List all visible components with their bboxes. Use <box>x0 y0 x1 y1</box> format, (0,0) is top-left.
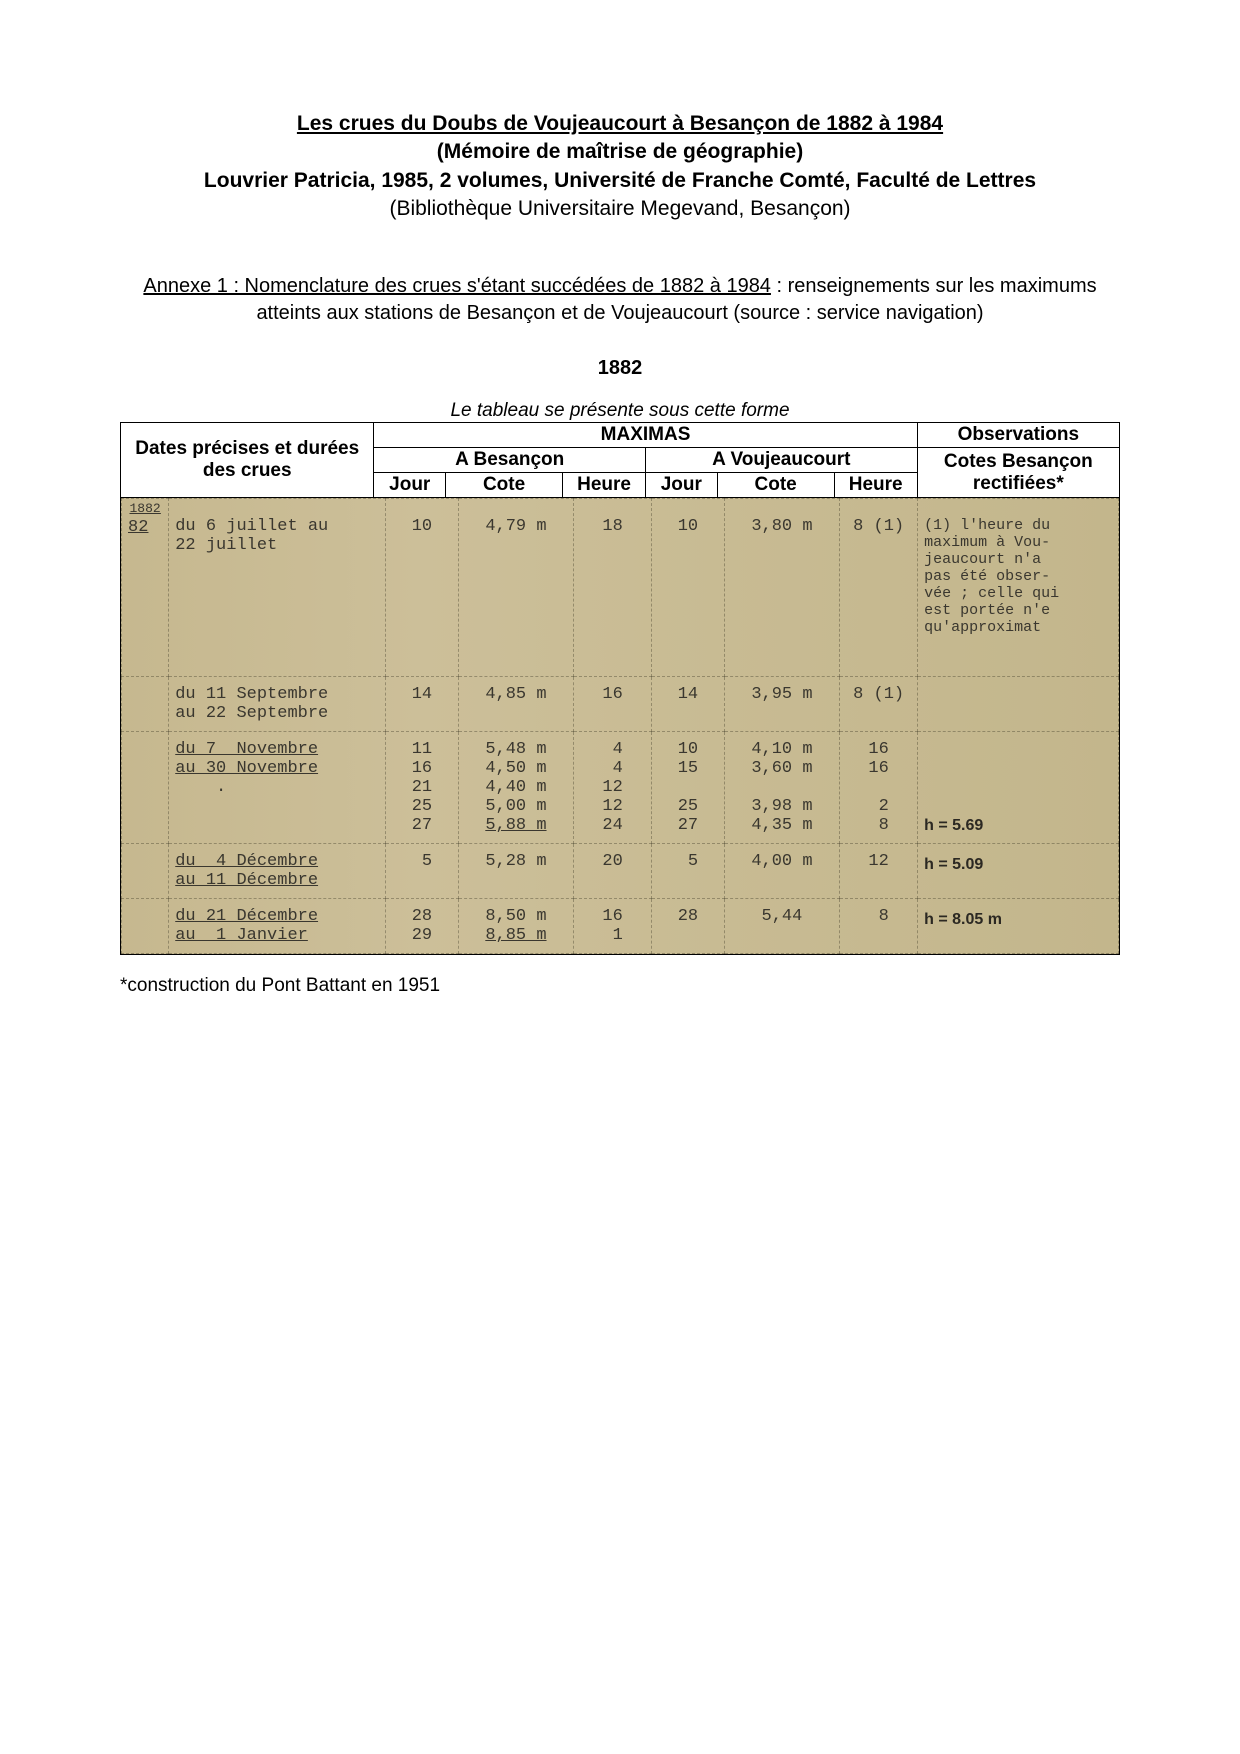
title-subtitle: (Mémoire de maîtrise de géographie) <box>120 138 1120 166</box>
title-library: (Bibliothèque Universitaire Megevand, Be… <box>120 195 1120 223</box>
table-row: du 11 Septembreau 22 Septembre144,85 m16… <box>122 677 1119 732</box>
table-intro: Le tableau se présente sous cette forme <box>120 400 1120 422</box>
scan-cell: 188282du 6 juillet au22 juillet104,79 m1… <box>121 498 1120 955</box>
annex-paragraph: Annexe 1 : Nomenclature des crues s'étan… <box>120 273 1120 327</box>
data-table: Dates précises et durées des crues MAXIM… <box>120 422 1120 955</box>
title-main: Les crues du Doubs de Voujeaucourt à Bes… <box>120 110 1120 138</box>
col-b-jour: Jour <box>374 473 446 498</box>
col-v-heure: Heure <box>834 473 917 498</box>
table-row: du 21 Décembreau 1 Janvier28298,50 m8,85… <box>122 899 1119 954</box>
year-heading: 1882 <box>120 357 1120 380</box>
footer-note: *construction du Pont Battant en 1951 <box>120 975 1120 997</box>
scan-row: 188282du 6 juillet au22 juillet104,79 m1… <box>121 498 1120 955</box>
col-dates: Dates précises et durées des crues <box>121 423 374 498</box>
header-row-1: Dates précises et durées des crues MAXIM… <box>121 423 1120 448</box>
col-besancon: A Besançon <box>374 448 646 473</box>
annex-lead: Annexe 1 : Nomenclature des crues s'étan… <box>143 275 771 297</box>
col-cotes: Cotes Besançon rectifiées* <box>917 448 1119 498</box>
title-author: Louvrier Patricia, 1985, 2 volumes, Univ… <box>120 167 1120 195</box>
col-observations: Observations <box>917 423 1119 448</box>
col-voujeaucourt: A Voujeaucourt <box>646 448 918 473</box>
document-page: Les crues du Doubs de Voujeaucourt à Bes… <box>0 0 1240 997</box>
col-v-jour: Jour <box>646 473 718 498</box>
scanned-table: 188282du 6 juillet au22 juillet104,79 m1… <box>121 498 1119 954</box>
col-maximas: MAXIMAS <box>374 423 917 448</box>
table-row: 188282du 6 juillet au22 juillet104,79 m1… <box>122 499 1119 677</box>
table-row: du 4 Décembreau 11 Décembre 55,28 m20 54… <box>122 844 1119 899</box>
table-row: du 7 Novembreau 30 Novembre .11162125275… <box>122 732 1119 844</box>
col-v-cote: Cote <box>717 473 834 498</box>
col-b-cote: Cote <box>446 473 563 498</box>
col-b-heure: Heure <box>563 473 646 498</box>
document-header: Les crues du Doubs de Voujeaucourt à Bes… <box>120 110 1120 223</box>
